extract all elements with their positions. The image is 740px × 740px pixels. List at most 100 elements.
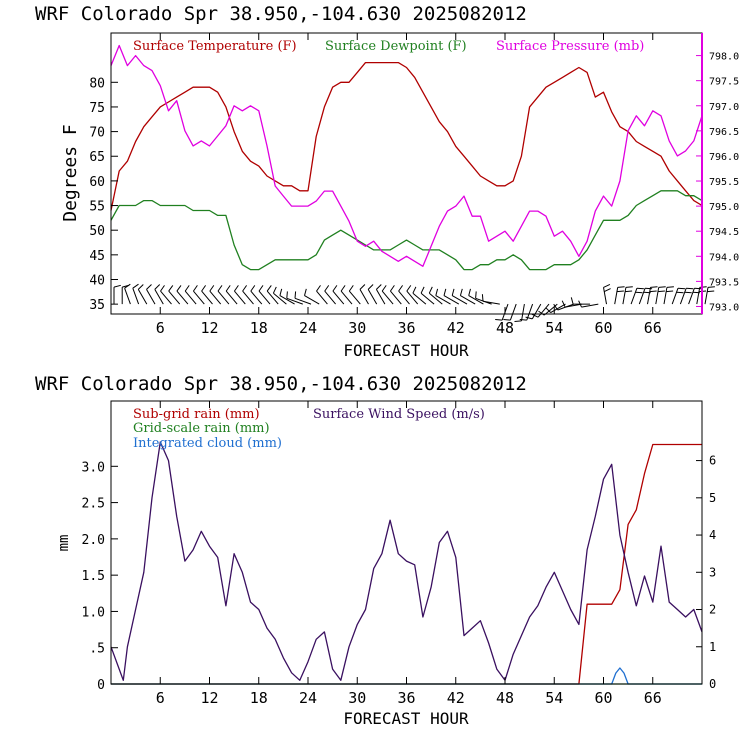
panel1-legend-pressure: Surface Pressure (mb) xyxy=(496,39,644,54)
wind-barb-flag xyxy=(225,285,231,292)
wind-barb-flag xyxy=(617,286,625,288)
p1-y-tick-label: 60 xyxy=(89,175,105,190)
wind-barb xyxy=(225,290,238,305)
p2-y-tick-label: 3.0 xyxy=(82,460,105,475)
p2-x-tick-label: 30 xyxy=(348,689,366,707)
panel1-title: WRF Colorado Spr 38.950,-104.630 2025082… xyxy=(35,3,527,25)
wind-barb xyxy=(304,295,320,305)
wind-barb xyxy=(132,288,140,305)
p2-y2-tick-label: 4 xyxy=(709,528,716,542)
p1-y2-tick-label: 796.0 xyxy=(709,152,739,163)
wind-barb xyxy=(184,290,197,305)
panel1-x-axis-label: FORECAST HOUR xyxy=(343,341,469,360)
p1-x-tick-label: 60 xyxy=(594,319,612,337)
p2-x-tick-label: 12 xyxy=(200,689,218,707)
p1-x-tick-label: 18 xyxy=(250,319,268,337)
wind-barb xyxy=(443,295,460,305)
wind-barb xyxy=(390,290,402,305)
wind-barb-flag xyxy=(495,319,503,321)
wind-barb xyxy=(234,290,246,305)
wind-barb xyxy=(137,289,148,305)
wind-barb xyxy=(332,290,345,305)
panel2-y-axis-label: mm xyxy=(56,535,72,552)
p1-y2-tick-label: 794.0 xyxy=(709,252,739,263)
wind-barb xyxy=(614,287,619,305)
wind-barb xyxy=(638,288,646,305)
p1-y-tick-label: 65 xyxy=(89,150,105,165)
wind-barb-flag xyxy=(603,283,611,288)
p1-x-tick-label: 24 xyxy=(299,319,317,337)
p1-series-surface-pressure-mb xyxy=(110,44,703,267)
p2-x-tick-label: 24 xyxy=(299,689,317,707)
wind-barb-flag xyxy=(258,285,264,292)
wind-barb xyxy=(160,290,172,305)
wind-barb-flag xyxy=(406,285,412,292)
wind-barb xyxy=(266,290,279,305)
p1-y-tick-label: 40 xyxy=(89,273,105,288)
wind-barb-flag xyxy=(475,291,477,299)
wind-barb xyxy=(655,287,660,305)
wind-barb-flag xyxy=(561,300,566,308)
wind-barb-flag xyxy=(132,283,139,289)
wind-barb-flag xyxy=(707,286,715,288)
p1-x-tick-label: 6 xyxy=(156,319,165,337)
wind-barb-flag xyxy=(468,288,471,296)
wind-barb-flag xyxy=(650,286,658,288)
wind-barb-flag xyxy=(160,285,165,292)
wind-barb xyxy=(340,290,353,305)
wind-barb-flag xyxy=(184,285,190,292)
p1-y-tick-label: 55 xyxy=(89,200,105,215)
panel2-title: WRF Colorado Spr 38.950,-104.630 2025082… xyxy=(35,373,527,395)
wind-barb-flag xyxy=(459,288,463,296)
wind-barb-flag xyxy=(545,307,552,313)
wind-barb xyxy=(412,292,427,305)
wind-barb xyxy=(201,290,213,305)
temperature-panel: WRF Colorado Spr 38.950,-104.630 2025082… xyxy=(35,3,739,360)
wind-barb-flag xyxy=(250,285,256,292)
p1-x-tick-label: 12 xyxy=(200,319,218,337)
wind-barb-flag xyxy=(699,286,707,288)
wind-barb-flag xyxy=(428,286,433,294)
wind-barb-flag xyxy=(578,300,582,308)
wind-barb-flag xyxy=(694,287,702,290)
p1-y-tick-label: 35 xyxy=(89,298,105,313)
wind-barb xyxy=(398,290,410,305)
wind-barb xyxy=(168,290,181,305)
wind-barb-flag xyxy=(676,291,684,294)
p2-x-tick-label: 6 xyxy=(156,689,165,707)
wind-barb xyxy=(375,289,386,305)
panel1-right-axis-line xyxy=(701,33,703,314)
wind-barb xyxy=(704,287,709,305)
wind-barb xyxy=(124,288,131,305)
wind-barb xyxy=(679,288,687,305)
wind-barb-flag xyxy=(201,285,207,292)
p1-x-tick-label: 66 xyxy=(644,319,662,337)
wind-barb xyxy=(460,295,476,305)
wind-barb-flag xyxy=(657,290,665,293)
panel2-axis-ticks: 6 12 18 24 30 36 42 48 54 60 660.51.01.52.02.53.00… xyxy=(82,401,716,707)
wind-barb xyxy=(482,300,500,305)
wind-barb-flag xyxy=(376,284,382,290)
wind-barb-flag xyxy=(420,286,425,294)
wind-barb-flag xyxy=(217,285,223,292)
precipitation-panel: WRF Colorado Spr 38.950,-104.630 2025082… xyxy=(35,373,716,728)
wind-barb-flag xyxy=(381,285,387,292)
wind-barb xyxy=(217,290,230,305)
wind-barb-flag xyxy=(304,288,307,296)
p2-y2-tick-label: 3 xyxy=(709,565,716,579)
p1-y2-tick-label: 798.0 xyxy=(709,52,739,63)
wind-barb-flag xyxy=(636,287,644,290)
wind-barb xyxy=(581,303,599,308)
wind-barb xyxy=(550,303,566,314)
p2-y2-tick-label: 6 xyxy=(709,454,716,468)
panel1-y-axis-label: Degrees F xyxy=(60,124,81,222)
p2-x-tick-label: 48 xyxy=(496,689,514,707)
p2-y-tick-label: 2.0 xyxy=(82,533,105,548)
p2-x-tick-label: 60 xyxy=(594,689,612,707)
wind-barb-flag xyxy=(412,286,417,294)
panel1-series-lines xyxy=(110,44,703,271)
wind-barb-flag xyxy=(451,288,455,296)
wind-barb-flag xyxy=(286,291,288,299)
wind-barb xyxy=(286,297,303,305)
